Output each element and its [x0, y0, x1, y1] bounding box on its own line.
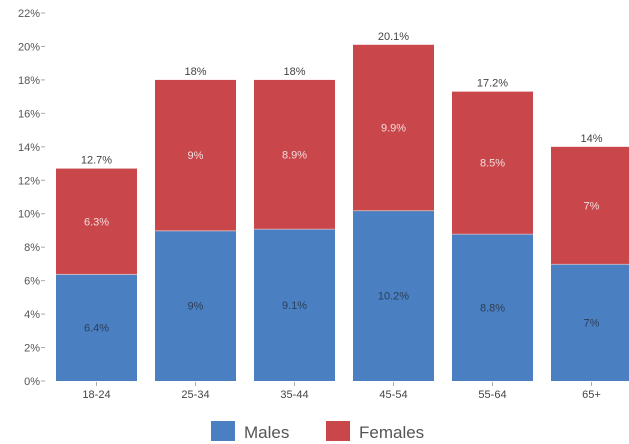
data-label-females: 9%	[188, 150, 204, 162]
bar-males-45-54	[353, 210, 434, 381]
total-label: 18%	[184, 66, 206, 78]
bar-females-65+	[551, 146, 629, 264]
data-label-males: 9%	[188, 301, 204, 313]
bars: 6.4% 6.3% 12.7% 9% 9% 18% 9.1% 8.9% 18% 10.2% 9.9%…	[56, 31, 629, 381]
data-label-males: 7%	[584, 317, 600, 329]
legend-label-males: Males	[244, 423, 289, 442]
bar-males-18-24	[56, 273, 137, 381]
x-category-label: 55-64	[478, 389, 506, 401]
data-label-males: 8.8%	[480, 302, 505, 314]
bar-males-55-64	[452, 233, 533, 381]
bar-females-25-34	[155, 79, 236, 231]
y-tick-label: 20%	[18, 41, 40, 53]
bar-females-18-24	[56, 168, 137, 274]
bar-females-35-44	[254, 79, 335, 229]
total-label: 14%	[580, 133, 602, 145]
data-label-females: 7%	[584, 200, 600, 212]
data-label-females: 9.9%	[381, 123, 406, 135]
y-tick-label: 4%	[24, 309, 40, 321]
x-category-label: 35-44	[280, 389, 308, 401]
total-label: 12.7%	[81, 155, 112, 167]
y-tick-label: 14%	[18, 142, 40, 154]
y-tick-label: 12%	[18, 175, 40, 187]
y-tick-label: 22%	[18, 8, 40, 20]
bar-males-65+	[551, 263, 629, 381]
y-tick-label: 10%	[18, 209, 40, 221]
bar-males-25-34	[155, 230, 236, 381]
y-tick-label: 16%	[18, 108, 40, 120]
bar-males-35-44	[254, 228, 335, 381]
data-label-females: 8.9%	[282, 149, 307, 161]
y-tick-label: 8%	[24, 242, 40, 254]
y-tick-label: 18%	[18, 75, 40, 87]
x-category-label: 45-54	[379, 389, 407, 401]
y-tick-label: 0%	[24, 376, 40, 388]
bar-females-55-64	[452, 91, 533, 234]
data-label-females: 6.3%	[84, 216, 109, 228]
legend-swatch-females	[326, 421, 350, 441]
x-category-label: 18-24	[82, 389, 110, 401]
total-label: 17.2%	[477, 78, 508, 90]
data-label-males: 9.1%	[282, 300, 307, 312]
legend-label-females: Females	[359, 423, 424, 442]
total-label: 20.1%	[378, 31, 409, 43]
x-axis: 18-24 25-34 35-44 45-54 55-64 65+	[82, 382, 601, 401]
data-label-males: 6.4%	[84, 322, 109, 334]
bar-females-45-54	[353, 44, 434, 211]
data-label-males: 10.2%	[378, 291, 409, 303]
x-category-label: 25-34	[181, 389, 209, 401]
total-label: 18%	[283, 66, 305, 78]
y-axis: 0% 2% 4% 6% 8% 10% 12% 14% 16% 18% 20% 22%	[18, 8, 45, 388]
y-tick-label: 2%	[24, 343, 40, 355]
legend: Males Females	[211, 421, 424, 442]
x-category-label: 65+	[582, 389, 601, 401]
y-tick-label: 6%	[24, 276, 40, 288]
legend-swatch-males	[211, 421, 235, 441]
data-label-females: 8.5%	[480, 158, 505, 170]
